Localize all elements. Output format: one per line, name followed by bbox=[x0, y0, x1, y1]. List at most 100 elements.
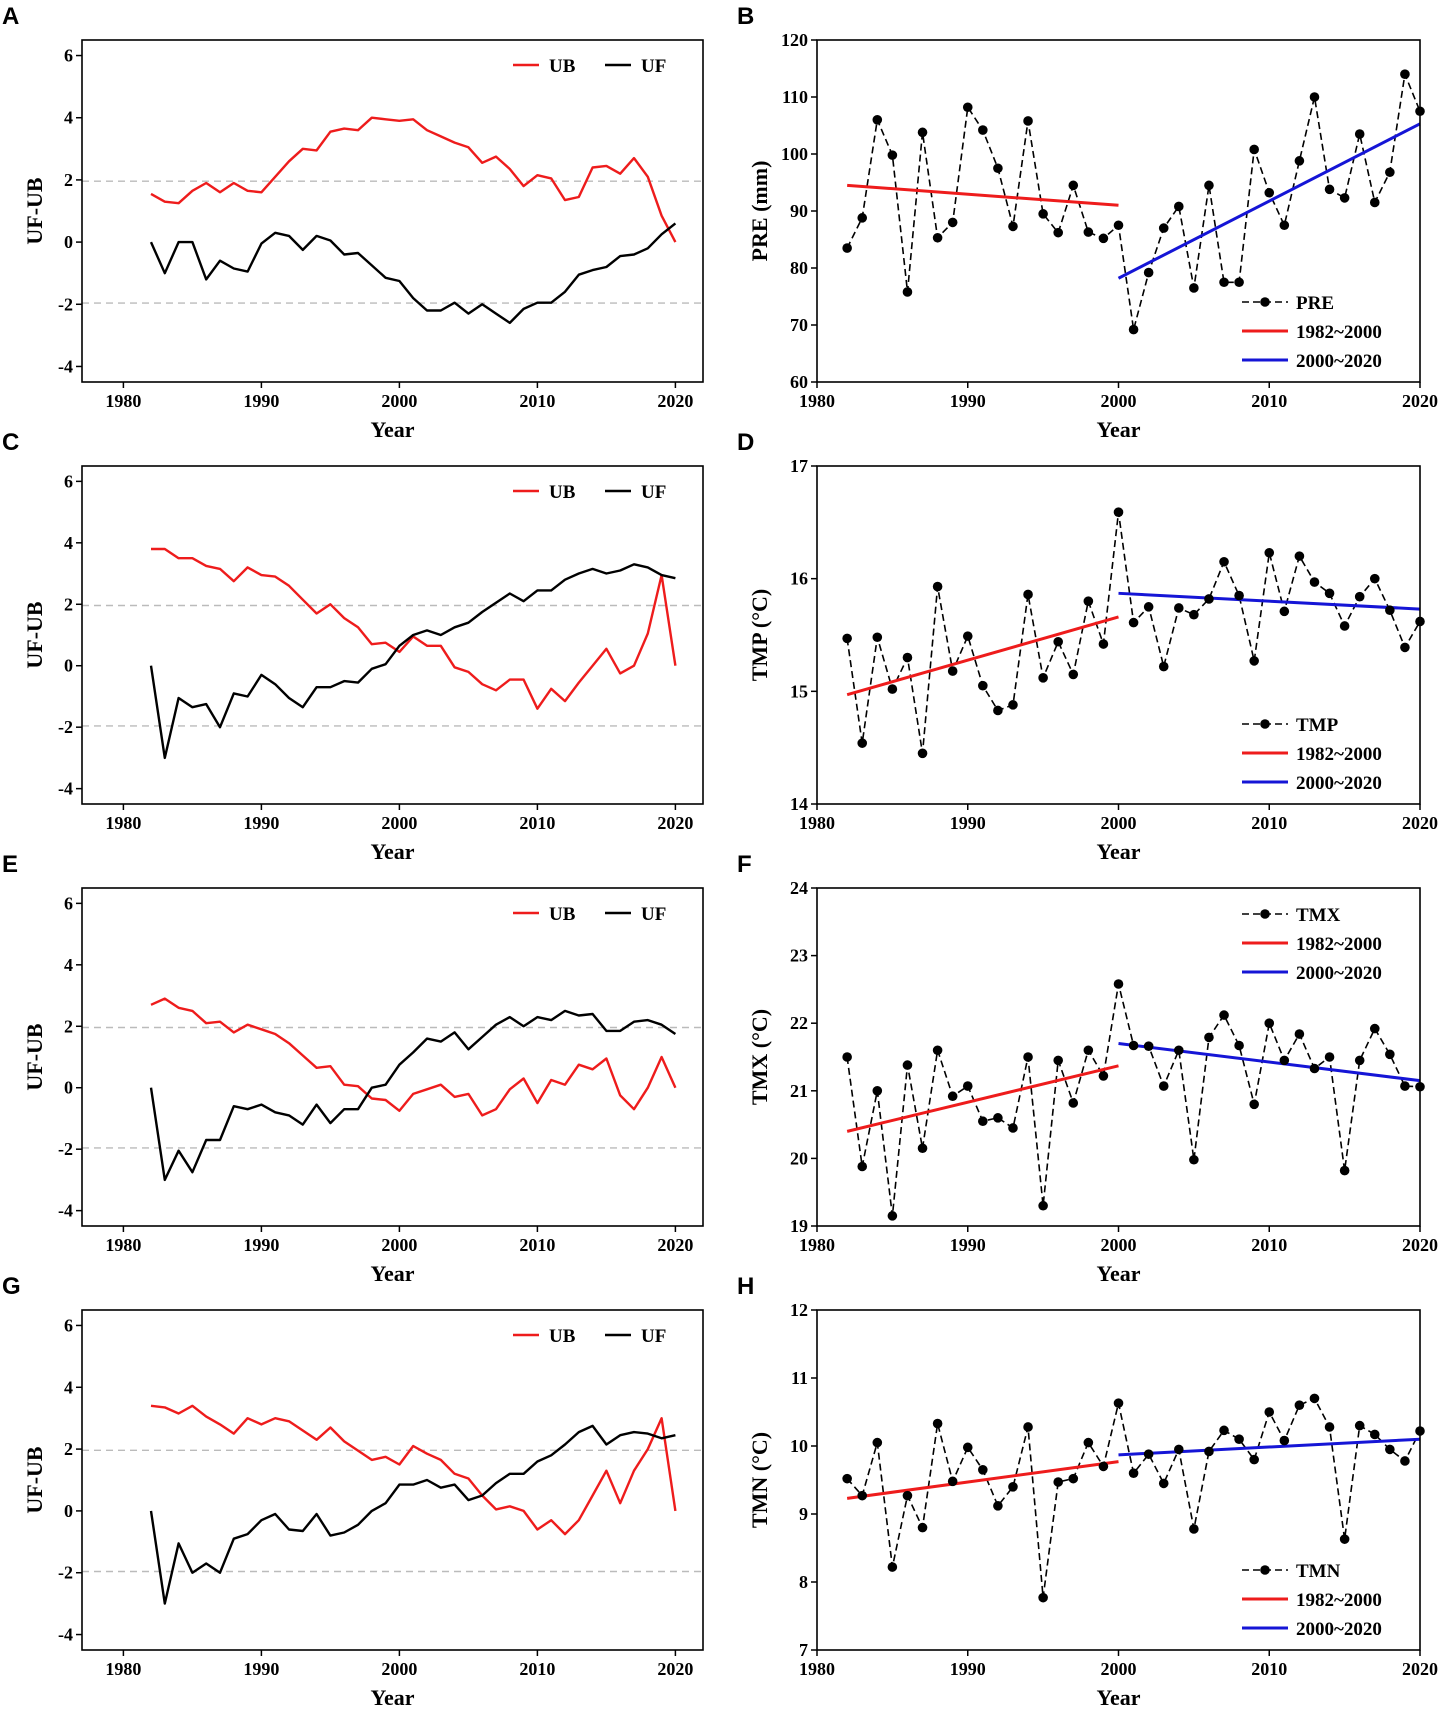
data-point bbox=[1143, 267, 1154, 278]
y-tick-label: 80 bbox=[790, 258, 808, 278]
panel-A: A 1980 1990 2000 2010 2020 -4 -2 0 2 4 6 Year UF-UB UB… bbox=[2, 3, 704, 442]
legend-label: UF bbox=[641, 1326, 666, 1347]
data-point bbox=[1143, 1449, 1154, 1459]
x-axis-title: Year bbox=[371, 1261, 415, 1286]
panel-label: F bbox=[737, 851, 752, 878]
data-point bbox=[1385, 167, 1395, 178]
x-tick-label: 1980 bbox=[799, 813, 835, 833]
y-tick-label: 6 bbox=[64, 46, 73, 66]
legend-label: PRE bbox=[1296, 293, 1334, 314]
data-point bbox=[857, 738, 868, 748]
data-point bbox=[1128, 1040, 1139, 1051]
data-point bbox=[857, 1490, 868, 1501]
data-point bbox=[1068, 1473, 1079, 1484]
data-point bbox=[1324, 588, 1335, 599]
data-point bbox=[993, 163, 1003, 174]
x-tick-label: 1980 bbox=[799, 1659, 835, 1679]
data-point bbox=[872, 1086, 883, 1096]
data-point bbox=[947, 1476, 958, 1487]
data-point bbox=[1354, 129, 1365, 139]
data-point bbox=[947, 1091, 958, 1102]
series-line-uf bbox=[149, 563, 676, 760]
data-point bbox=[1113, 507, 1124, 517]
data-point bbox=[1098, 233, 1109, 244]
data-point bbox=[978, 125, 988, 135]
data-point bbox=[1083, 596, 1094, 606]
y-tick-label: 60 bbox=[790, 372, 808, 392]
y-tick-label: 110 bbox=[782, 87, 808, 107]
y-tick-label: 4 bbox=[64, 955, 73, 975]
y-tick-label: 0 bbox=[64, 1501, 73, 1521]
x-axis-title: Year bbox=[371, 1685, 415, 1710]
data-point bbox=[1339, 621, 1350, 631]
data-point bbox=[947, 666, 958, 676]
data-point bbox=[1158, 1081, 1169, 1091]
x-tick-label: 2000 bbox=[1101, 813, 1137, 833]
data-point bbox=[1053, 1477, 1063, 1487]
data-point bbox=[1309, 1393, 1320, 1404]
y-tick-label: 10 bbox=[790, 1436, 808, 1456]
x-tick-label: 1980 bbox=[799, 1235, 835, 1255]
series-line-uf bbox=[149, 1424, 676, 1605]
trend-line-1982-2000 bbox=[846, 615, 1119, 697]
x-axis-title: Year bbox=[1097, 839, 1141, 864]
trend-line-2000-2020 bbox=[1118, 1437, 1421, 1457]
data-point bbox=[1324, 1052, 1335, 1062]
data-point bbox=[962, 1442, 973, 1453]
data-point bbox=[1083, 227, 1094, 237]
data-point bbox=[1385, 605, 1395, 616]
y-tick-label: 12 bbox=[790, 1300, 808, 1320]
data-point bbox=[1038, 209, 1048, 219]
x-tick-label: 2000 bbox=[1101, 1659, 1137, 1679]
y-tick-label: -2 bbox=[58, 1139, 73, 1159]
trend-line-1982-2000 bbox=[847, 183, 1119, 207]
data-point bbox=[1113, 1398, 1124, 1408]
x-tick-label: 2020 bbox=[657, 391, 693, 411]
data-point bbox=[1339, 193, 1350, 203]
data-point bbox=[1113, 220, 1124, 231]
data-point bbox=[1279, 220, 1290, 231]
trend-line-1982-2000 bbox=[846, 1064, 1119, 1133]
data-point bbox=[1098, 1071, 1109, 1081]
data-point bbox=[902, 652, 913, 663]
data-point bbox=[1219, 556, 1229, 567]
data-point bbox=[1385, 1444, 1395, 1455]
data-point bbox=[1023, 116, 1033, 126]
data-point bbox=[1008, 1123, 1018, 1133]
x-tick-label: 1980 bbox=[105, 813, 141, 833]
data-point bbox=[1189, 1154, 1199, 1165]
data-point bbox=[872, 1437, 883, 1448]
y-tick-label: 23 bbox=[790, 946, 808, 966]
panel-label: G bbox=[2, 1273, 21, 1300]
data-point bbox=[917, 748, 928, 759]
data-point bbox=[917, 1522, 928, 1533]
y-tick-label: 11 bbox=[791, 1368, 808, 1388]
data-point bbox=[1369, 1429, 1380, 1440]
plot-frame bbox=[81, 1309, 704, 1651]
data-point bbox=[1053, 636, 1063, 647]
panel-E: E 1980 1990 2000 2010 2020 -4 -2 0 2 4 6 Year UF-UB UB… bbox=[2, 851, 704, 1286]
y-tick-label: 2 bbox=[64, 1439, 73, 1459]
data-point bbox=[1219, 1010, 1229, 1020]
legend-label: 1982~2000 bbox=[1296, 1590, 1382, 1611]
x-tick-label: 2020 bbox=[1402, 391, 1438, 411]
data-point bbox=[1264, 1407, 1275, 1417]
data-point bbox=[872, 115, 883, 125]
y-tick-label: 16 bbox=[790, 569, 808, 589]
x-tick-label: 2020 bbox=[1402, 1659, 1438, 1679]
data-point bbox=[842, 1052, 852, 1062]
x-tick-label: 1990 bbox=[950, 1659, 986, 1679]
data-point bbox=[1189, 1524, 1199, 1534]
data-point bbox=[1174, 1444, 1184, 1455]
legend-label: TMP bbox=[1296, 715, 1339, 736]
data-point bbox=[1189, 283, 1199, 293]
series-line-ub bbox=[150, 997, 677, 1117]
y-tick-label: 19 bbox=[790, 1216, 808, 1236]
data-point bbox=[1068, 1098, 1079, 1108]
legend-label: 1982~2000 bbox=[1296, 744, 1382, 765]
y-axis-title: UF-UB bbox=[22, 1446, 47, 1514]
data-point bbox=[917, 127, 928, 138]
data-point bbox=[1354, 1420, 1365, 1431]
y-tick-label: -4 bbox=[58, 779, 73, 799]
